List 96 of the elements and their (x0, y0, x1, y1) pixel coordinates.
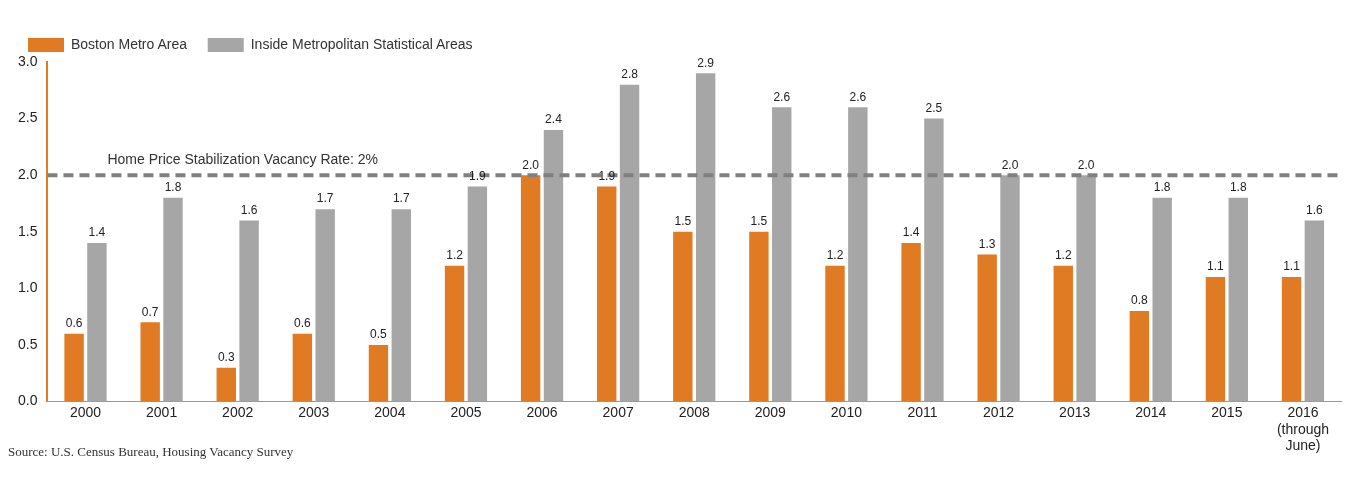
legend-label: Boston Metro Area (71, 35, 188, 52)
data-label: 1.4 (902, 225, 920, 240)
data-label: 1.5 (674, 214, 692, 229)
data-label: 2.9 (697, 55, 715, 70)
bar (1228, 197, 1248, 402)
ref-line-label: Home Price Stabilization Vacancy Rate: 2% (107, 151, 379, 168)
x-tick-label: 2008 (678, 403, 711, 420)
bar (977, 254, 997, 402)
y-tick-label: 0.5 (17, 335, 38, 352)
bar (64, 333, 84, 402)
data-label: 1.9 (598, 168, 616, 183)
x-tick-label: 2005 (450, 403, 482, 420)
data-label: 1.8 (1229, 180, 1247, 195)
legend-label: Inside Metropolitan Statistical Areas (250, 35, 473, 52)
x-tick-label: 2015 (1211, 403, 1243, 420)
x-tick-label: 2002 (222, 403, 254, 420)
data-label: 1.8 (1153, 180, 1171, 195)
x-tick-label: 2011 (907, 403, 938, 420)
bar (1205, 277, 1226, 402)
data-label: 2.5 (925, 100, 943, 115)
bar (391, 209, 411, 402)
bar (924, 118, 944, 402)
bar (467, 186, 488, 402)
bar (140, 322, 160, 402)
data-label: 1.5 (750, 214, 768, 229)
bar (1129, 311, 1150, 402)
bar (1000, 175, 1020, 402)
bar (825, 265, 845, 402)
x-tick-label: 2013 (1059, 403, 1091, 420)
x-tick-label: 2003 (298, 403, 330, 420)
y-tick-label: 1.0 (17, 279, 38, 296)
x-tick-label: 2001 (146, 403, 178, 420)
bar (1281, 277, 1302, 402)
data-label: 0.3 (217, 349, 235, 364)
bar (543, 129, 564, 402)
bar (749, 231, 769, 402)
y-tick-label: 2.0 (17, 166, 38, 183)
bar (848, 107, 868, 402)
source-note: Source: U.S. Census Bureau, Housing Vacancy Survey (8, 444, 294, 459)
x-tick-label: 2012 (983, 403, 1015, 420)
data-label: 0.6 (294, 315, 312, 330)
data-label: 1.1 (1283, 259, 1301, 274)
bar (673, 231, 693, 402)
data-label: 1.2 (446, 248, 464, 263)
x-tick-label: 2006 (526, 403, 558, 420)
data-label: 2.6 (773, 89, 791, 104)
data-label: 1.3 (978, 236, 996, 251)
data-label: 1.7 (392, 191, 410, 206)
y-tick-label: 2.5 (17, 109, 38, 126)
y-tick-label: 3.0 (17, 52, 38, 69)
data-label: 0.6 (65, 315, 83, 330)
x-tick-label: 2004 (374, 403, 406, 420)
data-label: 2.8 (621, 66, 639, 81)
data-label: 1.2 (826, 248, 844, 263)
x-tick-label: 2007 (602, 403, 634, 420)
bar (1053, 265, 1073, 402)
bar (292, 333, 313, 402)
x-tick-label: 2010 (830, 403, 863, 420)
x-tick-label: 2014 (1135, 403, 1167, 420)
bar (520, 175, 541, 402)
data-label: 1.7 (316, 191, 334, 206)
data-label: 2.0 (1077, 157, 1095, 172)
bar (444, 265, 465, 402)
data-label: 0.7 (141, 304, 159, 319)
data-label: 2.0 (1001, 157, 1019, 172)
x-tick-label: 2016 (through June) (1276, 403, 1330, 454)
data-label: 1.4 (88, 225, 106, 240)
bar (163, 197, 183, 402)
bar (1076, 175, 1096, 402)
y-tick-label: 0.0 (17, 392, 38, 409)
data-label: 1.6 (240, 202, 258, 217)
data-label: 1.6 (1306, 202, 1324, 217)
bar (901, 243, 921, 402)
bar (1152, 197, 1172, 402)
data-label: 1.2 (1054, 248, 1072, 263)
x-tick-label: 2009 (754, 403, 787, 420)
data-label: 1.1 (1207, 259, 1225, 274)
data-label: 1.9 (469, 168, 487, 183)
bar (597, 186, 617, 402)
bar (87, 243, 107, 402)
bar (695, 73, 716, 402)
bar (772, 107, 792, 402)
bar (239, 220, 259, 402)
bar (216, 367, 236, 402)
bar (619, 84, 640, 402)
data-label: 2.4 (545, 112, 563, 127)
bar (368, 345, 389, 402)
data-label: 2.6 (849, 89, 867, 104)
data-label: 0.5 (370, 327, 388, 342)
y-tick-label: 1.5 (17, 222, 38, 239)
data-label: 0.8 (1131, 293, 1149, 308)
x-tick-label: 2000 (69, 403, 102, 420)
bar (315, 209, 335, 402)
bar (1304, 220, 1325, 402)
data-label: 1.8 (164, 180, 182, 195)
data-label: 2.0 (522, 157, 540, 172)
